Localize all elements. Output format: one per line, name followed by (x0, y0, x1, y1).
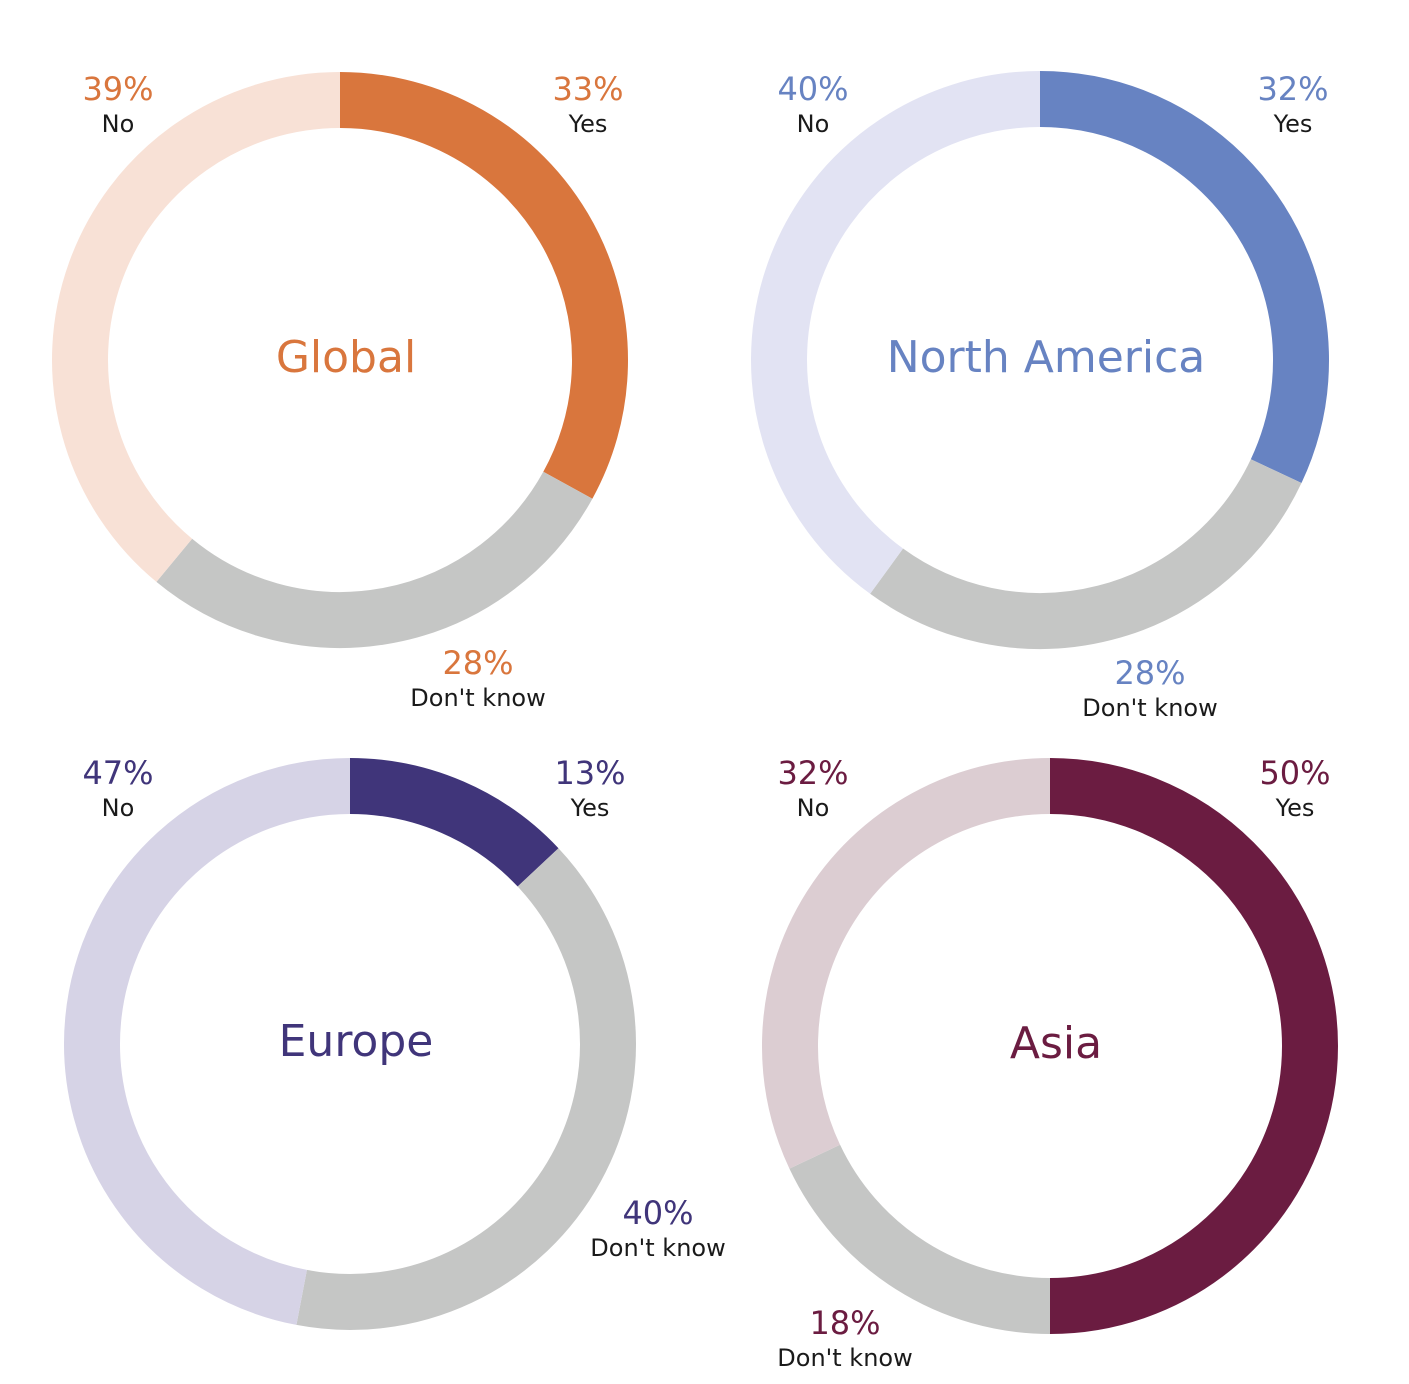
donut-chart-asia: 50%Yes 18%Don't know 32%No Asia (762, 754, 1338, 1372)
category-label-global-yes: Yes (568, 110, 608, 138)
category-label-global-don-t-know: Don't know (410, 684, 545, 712)
donut-slice-north-america-yes (1039, 71, 1329, 484)
donut-slice-europe-don-t-know (296, 848, 636, 1330)
donut-slice-north-america-no (751, 71, 1041, 594)
donut-slice-global-no (52, 72, 341, 582)
category-label-europe-no: No (102, 794, 135, 822)
category-label-north-america-don-t-know: Don't know (1082, 694, 1217, 722)
pct-label-north-america-yes: 32% (1257, 70, 1328, 108)
category-label-asia-don-t-know: Don't know (777, 1344, 912, 1372)
category-label-north-america-no: No (797, 110, 830, 138)
donut-chart-north-america: 32%Yes 28%Don't know 40%No North America (751, 70, 1329, 722)
pct-label-global-don-t-know: 28% (442, 644, 513, 682)
pct-label-europe-yes: 13% (554, 754, 625, 792)
pct-label-europe-no: 47% (82, 754, 153, 792)
chart-title-asia: Asia (1010, 1018, 1102, 1069)
pct-label-asia-no: 32% (777, 754, 848, 792)
donut-slice-asia-don-t-know (789, 1144, 1051, 1334)
pct-label-global-no: 39% (82, 70, 153, 108)
donut-slice-europe-no (64, 758, 351, 1325)
pct-label-asia-yes: 50% (1259, 754, 1330, 792)
donut-slice-global-don-t-know (156, 471, 593, 648)
chart-title-europe: Europe (279, 1016, 434, 1067)
pct-label-north-america-no: 40% (777, 70, 848, 108)
pct-label-global-yes: 33% (552, 70, 623, 108)
category-label-north-america-yes: Yes (1273, 110, 1313, 138)
category-label-europe-don-t-know: Don't know (590, 1234, 725, 1262)
pct-label-europe-don-t-know: 40% (622, 1194, 693, 1232)
category-label-global-no: No (102, 110, 135, 138)
pct-label-north-america-don-t-know: 28% (1114, 654, 1185, 692)
category-label-asia-yes: Yes (1275, 794, 1315, 822)
donut-chart-global: 33%Yes 28%Don't know 39%No Global (52, 70, 628, 712)
donut-slice-north-america-don-t-know (870, 458, 1302, 649)
chart-title-global: Global (276, 332, 416, 383)
donut-chart-europe: 13%Yes 40%Don't know 47%No Europe (64, 754, 726, 1330)
donut-slice-asia-yes (1049, 758, 1338, 1334)
donut-slice-asia-no (762, 758, 1051, 1169)
category-label-europe-yes: Yes (570, 794, 610, 822)
donut-slice-europe-yes (349, 758, 559, 887)
pct-label-asia-don-t-know: 18% (809, 1304, 880, 1342)
donut-slice-global-yes (339, 72, 628, 499)
chart-title-north-america: North America (887, 332, 1206, 383)
category-label-asia-no: No (797, 794, 830, 822)
